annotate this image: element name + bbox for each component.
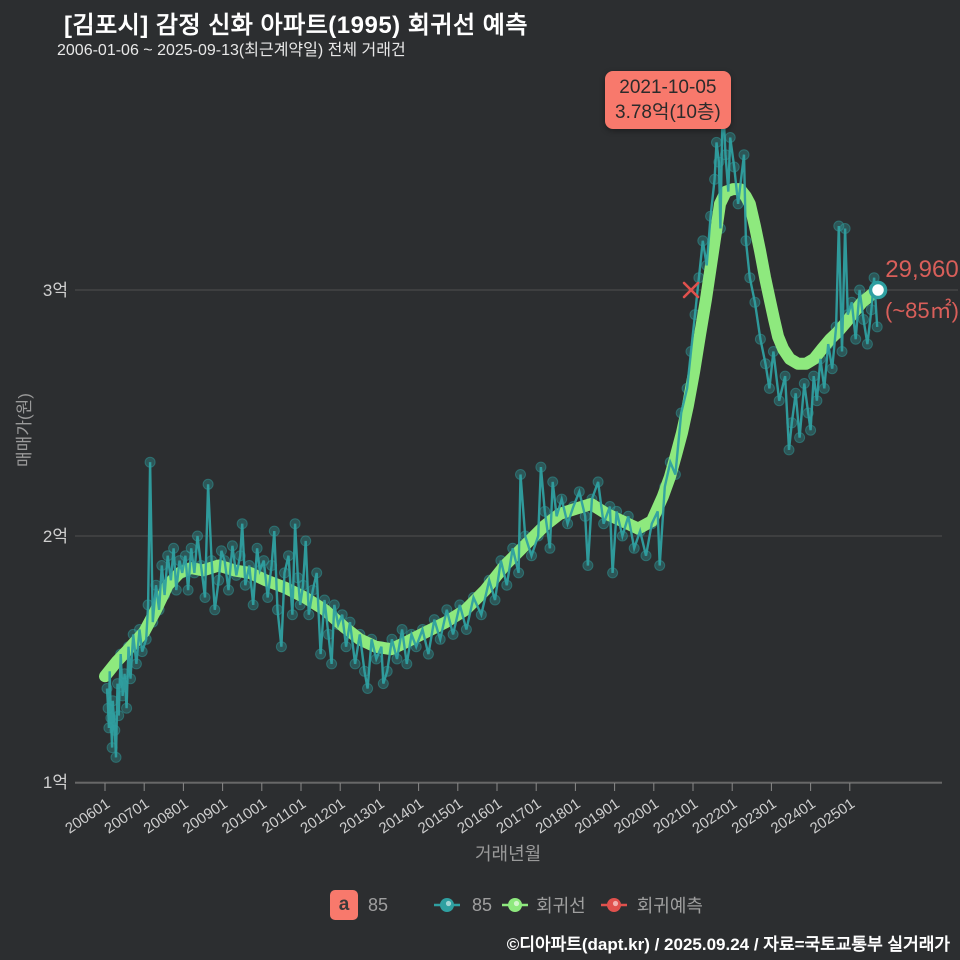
regression-line[interactable] <box>99 183 884 683</box>
legend-scatter-label[interactable]: 85 <box>368 894 389 915</box>
x-tick-label: 201001 <box>219 795 270 837</box>
scatter-series-85[interactable] <box>101 92 883 763</box>
prediction-x-marker[interactable] <box>682 281 700 299</box>
page-title: [김포시] 감정 신화 아파트(1995) 회귀선 예측 <box>64 12 528 39</box>
gridlines: 1억 2억 3억 <box>43 281 958 792</box>
legend-prediction-icon[interactable] <box>600 897 627 913</box>
legend-prediction-label[interactable]: 회귀예측 <box>636 896 703 916</box>
legend: a 85 85 회귀선 회귀예측 <box>330 888 703 922</box>
chart-subtitle: 2006-01-06 ~ 2025-09-13(최근계약일) 전체 거래건 <box>57 42 406 59</box>
x-axis-title: 거래년월 <box>475 844 542 864</box>
legend-regression-label[interactable]: 회귀선 <box>536 896 586 916</box>
footer-credit: ©디아파트(dapt.kr) / 2025.09.24 / 자료=국토교통부 실… <box>506 935 950 954</box>
end-area-label: (~85㎡) <box>885 298 959 323</box>
latest-point-marker[interactable] <box>868 280 888 300</box>
tooltip-date: 2021-10-05 <box>619 77 717 98</box>
tooltip: 2021-10-05 3.78억(10층) <box>605 71 731 129</box>
y-tick-label: 3억 <box>43 281 68 300</box>
monthly-average-line[interactable] <box>105 98 879 758</box>
legend-line-85-icon[interactable] <box>434 897 461 913</box>
end-value-label: 29,960 <box>885 256 959 283</box>
legend-line-85-label[interactable]: 85 <box>472 894 493 915</box>
legend-scatter-swatch[interactable]: a <box>330 890 358 920</box>
y-tick-label: 2억 <box>43 527 68 546</box>
y-axis-title: 매매가(원) <box>15 393 34 467</box>
legend-regression-icon[interactable] <box>502 897 529 913</box>
x-axis: 2006012007012008012009012010012011012012… <box>62 782 942 837</box>
y-tick-label: 1억 <box>43 773 68 792</box>
x-tick-label: 202501 <box>807 795 858 837</box>
tooltip-value: 3.78억(10층) <box>615 102 721 123</box>
